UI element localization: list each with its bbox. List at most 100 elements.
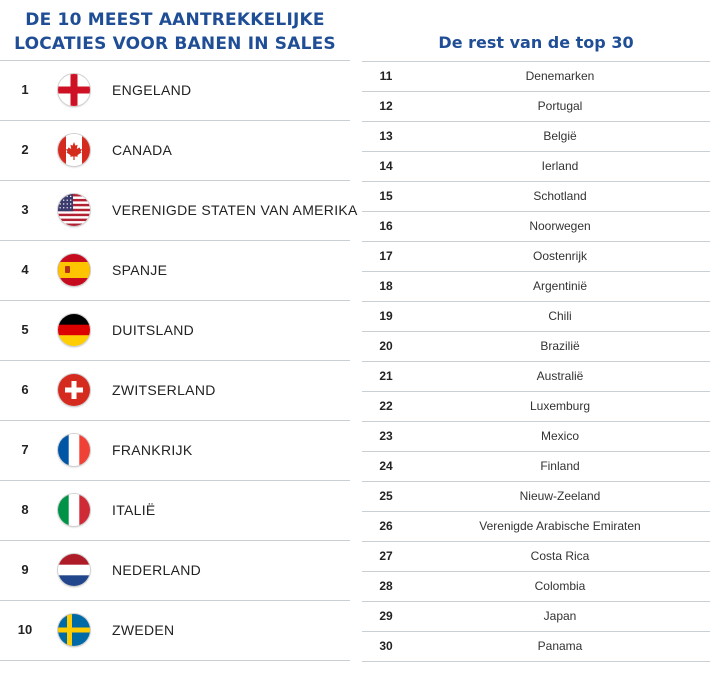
top-30-row: 29 Japan	[362, 601, 710, 631]
top-10-row: 1 ENGELAND	[0, 60, 350, 120]
country-name: Australië	[536, 369, 584, 383]
rank-number: 15	[379, 189, 393, 203]
rank-number: 6	[21, 382, 29, 397]
country-name: Nieuw-Zeeland	[519, 489, 601, 503]
country-name: Verenigde Arabische Emiraten	[479, 519, 641, 533]
top-30-row: 14 Ierland	[362, 151, 710, 181]
rank-number: 24	[379, 459, 393, 473]
top-30-row: 22 Luxemburg	[362, 391, 710, 421]
top-30-row: 26 Verenigde Arabische Emiraten	[362, 511, 710, 541]
switzerland-flag-icon	[58, 374, 90, 406]
country-name: Ierland	[541, 159, 579, 173]
row-divider	[362, 661, 710, 662]
top-30-row: 16 Noorwegen	[362, 211, 710, 241]
top-30-row: 13 België	[362, 121, 710, 151]
top-30-row: 30 Panama	[362, 631, 710, 661]
top-10-title: DE 10 MEEST AANTREKKELIJKE LOCATIES VOOR…	[0, 8, 350, 56]
country-name: Schotland	[533, 189, 587, 203]
top-30-row: 12 Portugal	[362, 91, 710, 121]
row-divider	[362, 571, 710, 572]
row-divider	[362, 511, 710, 512]
sweden-flag-icon	[58, 614, 90, 646]
row-divider	[0, 480, 350, 481]
top-10-title-line1: DE 10 MEEST AANTREKKELIJKE	[25, 10, 325, 30]
country-name: Oostenrijk	[532, 249, 588, 263]
country-name: Costa Rica	[530, 549, 590, 563]
row-divider	[362, 541, 710, 542]
row-divider	[362, 181, 710, 182]
rank-number: 4	[21, 262, 29, 277]
rank-number: 3	[21, 202, 29, 217]
row-divider	[362, 361, 710, 362]
country-name: ZWITSERLAND	[112, 382, 216, 398]
netherlands-flag-icon	[58, 554, 90, 586]
country-name: SPANJE	[112, 262, 168, 278]
top-30-row: 23 Mexico	[362, 421, 710, 451]
country-name: Portugal	[537, 99, 583, 113]
rank-number: 7	[21, 442, 29, 457]
top-30-row: 17 Oostenrijk	[362, 241, 710, 271]
row-divider	[362, 151, 710, 152]
rank-number: 19	[379, 309, 393, 323]
country-name: Denemarken	[525, 69, 595, 83]
row-divider	[362, 91, 710, 92]
rank-number: 18	[379, 279, 393, 293]
rank-number: 25	[379, 489, 393, 503]
rank-number: 21	[379, 369, 393, 383]
rank-number: 29	[379, 609, 393, 623]
country-name: Luxemburg	[529, 399, 591, 413]
country-name: Colombia	[534, 579, 586, 593]
country-name: Japan	[543, 609, 577, 623]
country-name: CANADA	[112, 142, 173, 158]
canada-flag-icon	[58, 134, 90, 166]
row-divider	[362, 301, 710, 302]
country-name: Chili	[548, 309, 572, 323]
spain-flag-icon	[58, 254, 90, 286]
rank-number: 16	[379, 219, 393, 233]
rank-number: 5	[21, 322, 29, 337]
row-divider	[362, 631, 710, 632]
england-flag-icon	[58, 74, 90, 106]
rank-number: 9	[21, 562, 29, 577]
rank-number: 8	[21, 502, 29, 517]
row-divider	[0, 360, 350, 361]
row-divider	[362, 421, 710, 422]
rank-number: 1	[21, 82, 29, 97]
rank-number: 20	[379, 339, 393, 353]
row-divider	[0, 660, 350, 661]
rank-number: 30	[379, 639, 393, 653]
top-10-row: 7 FRANKRIJK	[0, 420, 350, 480]
italy-flag-icon	[58, 494, 90, 526]
top-10-row: 10 ZWEDEN	[0, 600, 350, 660]
row-divider	[362, 331, 710, 332]
row-divider	[0, 120, 350, 121]
country-name: ITALIË	[112, 502, 156, 518]
row-divider	[362, 451, 710, 452]
row-divider	[362, 211, 710, 212]
top-30-row: 18 Argentinië	[362, 271, 710, 301]
country-name: NEDERLAND	[112, 562, 202, 578]
germany-flag-icon	[58, 314, 90, 346]
row-divider	[362, 61, 710, 62]
country-name: ENGELAND	[112, 82, 192, 98]
rank-number: 23	[379, 429, 393, 443]
row-divider	[0, 300, 350, 301]
row-divider	[0, 540, 350, 541]
country-name: FRANKRIJK	[112, 442, 193, 458]
country-name: Noorwegen	[529, 219, 591, 233]
rank-number: 12	[379, 99, 393, 113]
rank-number: 26	[379, 519, 393, 533]
rank-number: 22	[379, 399, 393, 413]
country-name: Brazilië	[540, 339, 580, 353]
country-name: Mexico	[540, 429, 579, 443]
rank-number: 27	[379, 549, 393, 563]
row-divider	[362, 601, 710, 602]
row-divider	[0, 420, 350, 421]
top-30-row: 21 Australië	[362, 361, 710, 391]
top-30-row: 20 Brazilië	[362, 331, 710, 361]
top-10-row: 2 CANADA	[0, 120, 350, 180]
top-30-row: 19 Chili	[362, 301, 710, 331]
rank-number: 10	[17, 622, 33, 637]
rank-number: 13	[379, 129, 393, 143]
rank-number: 17	[379, 249, 393, 263]
